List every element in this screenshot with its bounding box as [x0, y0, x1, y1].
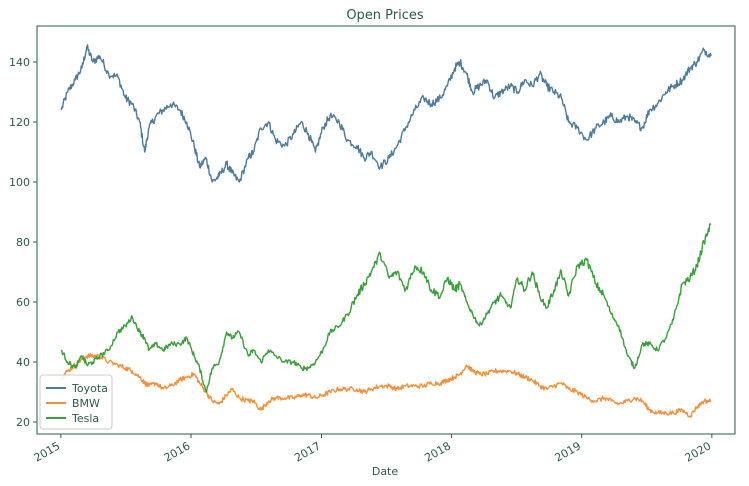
legend-label-toyota: Toyota [71, 382, 108, 395]
series-line-bmw [60, 352, 712, 418]
y-tick-label: 140 [9, 56, 30, 69]
x-tick-label: 2015 [32, 439, 63, 464]
series-line-tesla [60, 223, 712, 393]
x-tick-label: 2019 [552, 439, 583, 464]
x-tick-label: 2020 [683, 439, 714, 464]
series-line-toyota [60, 44, 712, 183]
axes-frame [36, 25, 736, 435]
y-tick-label: 20 [16, 416, 30, 429]
y-tick-label: 100 [9, 176, 30, 189]
x-tick-label: 2016 [162, 439, 193, 464]
chart-title: Open Prices [346, 8, 424, 23]
y-tick-label: 120 [9, 116, 30, 129]
plot-lines [60, 44, 712, 418]
x-axis: 2015 2016 2017 2018 2019 2020 [32, 434, 714, 465]
y-tick-label: 60 [16, 296, 30, 309]
y-tick-label: 80 [16, 236, 30, 249]
legend-label-tesla: Tesla [71, 412, 99, 425]
legend-label-bmw: BMW [72, 397, 100, 410]
y-tick-label: 40 [16, 356, 30, 369]
y-axis: 20 40 60 80 100 120 140 [9, 56, 37, 429]
x-axis-label: Date [372, 465, 399, 478]
legend: Toyota BMW Tesla [39, 374, 113, 430]
x-tick-label: 2018 [422, 439, 453, 464]
x-tick-label: 2017 [292, 439, 323, 464]
